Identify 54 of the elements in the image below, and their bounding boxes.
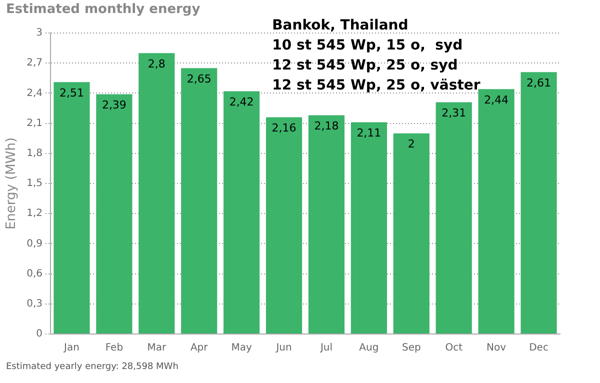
y-tick-label: 2,7 (26, 58, 43, 69)
x-tick-label: Dec (529, 342, 548, 354)
data-label: 2,44 (484, 94, 509, 107)
bar (520, 72, 557, 334)
y-tick-label: 0,9 (26, 238, 43, 250)
bar (350, 122, 387, 334)
data-label: 2,16 (272, 122, 296, 135)
x-tick-label: May (231, 342, 252, 354)
bar (436, 102, 472, 334)
x-tick-label: Feb (105, 342, 124, 354)
text: Estimated yearly energy: 28,598 MWh (6, 362, 178, 372)
annotation: 10 st 545 Wp, 15 o, syd (272, 38, 463, 54)
x-tick-label: Nov (486, 342, 506, 354)
bar (224, 91, 260, 334)
x-tick-label: Oct (445, 342, 463, 354)
y-tick-label: 1,5 (26, 178, 43, 190)
data-label: 2,31 (442, 106, 466, 120)
bar (266, 117, 302, 334)
x-tick-label: Aug (359, 342, 379, 354)
x-tick-label: Sep (402, 342, 421, 354)
bar (138, 53, 175, 334)
data-label: 2,18 (314, 120, 339, 133)
x-tick-label: Jan (63, 342, 80, 354)
y-tick-label: 0,6 (26, 268, 43, 280)
y-tick-label: 3 (36, 28, 43, 39)
annotation: 12 st 545 Wp, 25 o, väster (272, 78, 480, 94)
annotation: Bankok, Thailand (272, 18, 408, 34)
data-label: 2,11 (356, 126, 382, 140)
y-tick-label: 0,3 (26, 298, 43, 310)
y-tick-label: 2,1 (26, 118, 43, 129)
bar (393, 133, 430, 334)
data-label: 2,39 (102, 98, 126, 112)
bar (54, 82, 90, 334)
y-axis-title: Energy (MWh) (4, 137, 20, 230)
data-label: 2 (408, 138, 415, 151)
data-label: 2,65 (186, 72, 212, 86)
y-tick-label: 1,8 (26, 148, 43, 159)
y-tick-label: 1,2 (26, 208, 43, 220)
x-tick-label: Jul (319, 342, 333, 354)
data-label: 2,51 (59, 86, 84, 100)
bar (96, 94, 132, 334)
bar (478, 89, 514, 334)
y-tick-label: 2,4 (26, 88, 43, 99)
x-tick-label: Mar (147, 342, 167, 354)
chart-title: Estimated monthly energy (6, 2, 200, 17)
x-tick-label: Jun (275, 342, 292, 354)
data-label: 2,61 (526, 76, 552, 90)
annotation: 12 st 545 Wp, 25 o, syd (272, 58, 458, 74)
bar (308, 115, 345, 334)
y-tick-label: 0 (36, 328, 43, 340)
bar (181, 68, 218, 334)
data-label: 2,42 (229, 96, 254, 109)
data-label: 2,8 (148, 57, 166, 70)
x-tick-label: Apr (190, 342, 209, 354)
